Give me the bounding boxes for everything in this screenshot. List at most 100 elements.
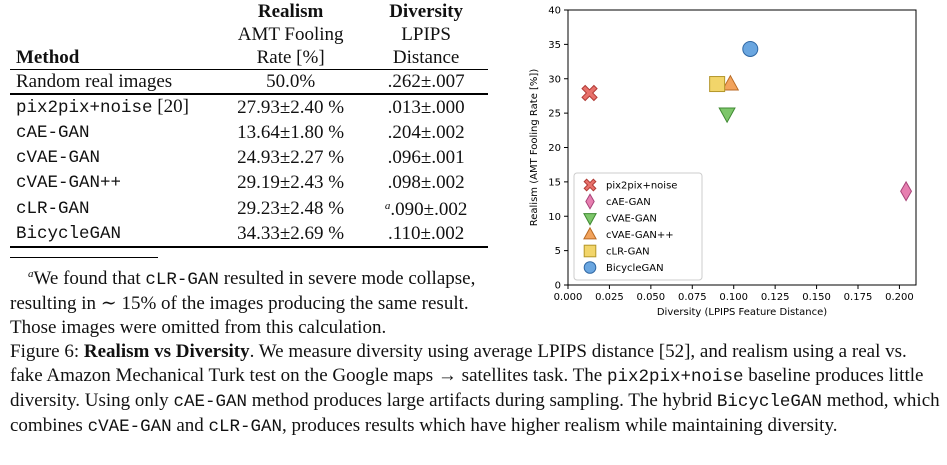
caption-text: and (171, 415, 209, 436)
caption-code: pix2pix+noise (606, 367, 744, 387)
x-tick-label: 0.125 (761, 292, 790, 303)
caption-text: method produces large artifacts during s… (246, 390, 717, 411)
table-row: cVAE-GAN 24.93±2.27 % .096±.001 (10, 145, 488, 170)
legend-box (573, 172, 703, 281)
y-tick-label: 30 (548, 74, 561, 85)
y-tick-label: 40 (548, 6, 561, 17)
realism-subheader-line2: Rate [%] (217, 46, 365, 70)
method-name: cVAE-GAN (16, 148, 101, 168)
x-axis-label: Diversity (LPIPS Feature Distance) (657, 307, 827, 318)
table-footnote: aWe found that cLR-GAN resulted in sever… (10, 262, 508, 340)
caption-code: BicycleGAN (716, 392, 822, 412)
reference-diversity: .262±.007 (387, 71, 465, 92)
legend-label: cLR-GAN (606, 247, 650, 258)
diversity-subheader-line2: Distance (364, 46, 488, 70)
method-citation: [20] (152, 96, 189, 117)
legend-marker (583, 261, 597, 274)
y-tick-label: 0 (555, 281, 561, 292)
pix2pix-noise-point (581, 84, 598, 102)
x-tick-label: 0.025 (595, 292, 624, 303)
y-tick-label: 5 (555, 246, 561, 257)
caption-text: . We measure diversity using average LPI… (10, 341, 907, 386)
method-name: pix2pix+noise (16, 98, 153, 118)
method-name: cLR-GAN (16, 198, 90, 219)
caption-body: . We measure diversity using average LPI… (10, 341, 940, 437)
realism-group-header: Realism (257, 1, 324, 22)
realism-vs-diversity-chart: 0.000 0.025 0.050 0.075 0.100 0.125 0.150 0.175… (529, 6, 917, 318)
diversity-value: .110±.002 (388, 223, 465, 244)
footnote-code: cLR-GAN (145, 270, 219, 290)
diversity-subheader-line1: LPIPS (401, 24, 451, 45)
diversity-cell: a.090±.002 (364, 195, 488, 221)
x-tick-label: 0.175 (844, 292, 873, 303)
chart-axes: 0.000 0.025 0.050 0.075 0.100 0.125 0.150 0.175… (529, 6, 917, 318)
diversity-cell: .204±.002 (364, 120, 488, 145)
bicyclegan-point (742, 40, 759, 57)
reference-row: Random real images 50.0% .262±.007 (10, 70, 488, 95)
footnote-mark: a (28, 268, 34, 280)
legend-label: cAE-GAN (606, 197, 651, 208)
realism-cell: 13.64±1.80 % (237, 122, 345, 143)
y-tick-label: 10 (548, 212, 561, 223)
method-cell: pix2pix+noise [20] (10, 93, 218, 120)
caption-code: cVAE-GAN (87, 417, 172, 437)
diversity-cell: .096±.001 (364, 145, 488, 170)
x-tick-label: 0.000 (554, 292, 583, 303)
caption-text: baseline produces little diversity. Usin… (10, 365, 924, 411)
results-table-block: Realism Diversity AMT Fooling LPIPS Meth… (10, 0, 508, 248)
cae-gan-point (900, 180, 913, 202)
legend-label: cVAE-GAN (606, 214, 657, 225)
reference-realism: 50.0% (266, 71, 316, 92)
footnote-ref: a (384, 200, 391, 212)
footnote-rule (10, 257, 158, 258)
method-header: Method (10, 46, 218, 70)
caption-code: cLR-GAN (208, 417, 283, 437)
method-cell: cVAE-GAN (10, 145, 217, 170)
diversity-value: .013±.000 (387, 97, 465, 118)
legend-marker (583, 244, 597, 258)
legend-marker (583, 226, 597, 240)
method-name: cAE-GAN (16, 123, 90, 143)
method-name: cVAE-GAN++ (16, 173, 122, 193)
legend-marker (585, 193, 595, 210)
y-tick-label: 25 (548, 109, 561, 120)
method-cell: cAE-GAN (10, 120, 217, 145)
table-row: cLR-GAN 29.23±2.48 % a.090±.002 (10, 195, 488, 221)
y-tick-label: 15 (548, 177, 561, 188)
realism-cell: 29.19±2.43 % (237, 172, 345, 193)
diversity-cell: .098±.002 (364, 170, 488, 195)
diversity-value: .098±.002 (387, 172, 465, 193)
realism-cell: 34.33±2.69 % (217, 221, 365, 248)
caption-text: method, which combines (10, 390, 940, 436)
table-row: BicycleGAN 34.33±2.69 % .110±.002 (10, 221, 488, 248)
caption-label: Figure 6: (10, 341, 84, 362)
diversity-value: .096±.001 (387, 147, 465, 168)
x-tick-label: 0.075 (678, 292, 707, 303)
realism-cell: 27.93±2.40 % (217, 93, 365, 120)
clr-gan-point (709, 76, 726, 93)
method-cell: cVAE-GAN++ (10, 170, 217, 195)
footnote-text-after: resulted in severe mode collapse, result… (10, 268, 476, 338)
footnote-text-before: We found that (33, 268, 146, 289)
cvae-gan-point (718, 107, 736, 124)
legend-label: BicycleGAN (606, 263, 664, 274)
method-rows: pix2pix+noise [20] 27.93±2.40 % .013±.000 c… (10, 93, 488, 248)
realism-cell: 29.23±2.48 % (237, 197, 345, 219)
x-tick-label: 0.200 (885, 292, 914, 303)
y-tick-label: 20 (548, 143, 561, 154)
chart-marks (581, 40, 913, 202)
legend-label: pix2pix+noise (606, 181, 677, 192)
realism-subheader-line1: AMT Fooling (237, 24, 344, 45)
y-tick-label: 35 (548, 40, 561, 51)
legend-marker (583, 178, 597, 192)
caption-code: cAE-GAN (173, 392, 247, 412)
legend-marker (583, 213, 597, 226)
diversity-value: .090±.002 (390, 199, 468, 220)
method-cell: cLR-GAN (10, 195, 217, 221)
diversity-cell: .110±.002 (364, 221, 488, 248)
method-cell: BicycleGAN (10, 221, 218, 248)
results-table: Realism Diversity AMT Fooling LPIPS Meth… (10, 0, 488, 248)
figure-caption: Figure 6: Realism vs Diversity. We measu… (10, 340, 940, 439)
table-row: cVAE-GAN++ 29.19±2.43 % .098±.002 (10, 170, 488, 195)
chart-legend: pix2pix+noise cAE-GAN cVAE-GAN cVAE-GAN++ cL… (573, 172, 703, 281)
